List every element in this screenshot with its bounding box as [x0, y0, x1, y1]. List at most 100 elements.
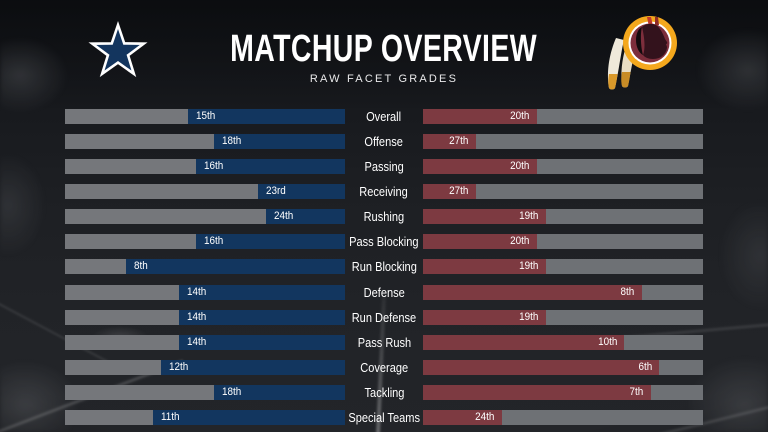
rank-label: 19th: [519, 260, 539, 273]
rank-label: 18th: [221, 385, 242, 398]
rank-label: 11th: [160, 410, 180, 423]
rank-bar: 14th: [178, 309, 345, 325]
grade-row: 18th Tackling 7th: [65, 384, 703, 400]
category-label: Coverage: [360, 359, 408, 375]
dallas-cowboys-rank-track: 12th: [65, 359, 345, 375]
rank-label: 12th: [169, 360, 189, 373]
rank-bar: 24th: [423, 409, 502, 425]
rank-bar: 16th: [196, 234, 345, 250]
rank-label: 20th: [510, 110, 530, 122]
grade-row: 24th Rushing 19th: [65, 209, 703, 225]
page-title: MATCHUP OVERVIEW: [230, 28, 538, 70]
dallas-cowboys-rank-track: 18th: [65, 384, 345, 400]
cowboys-star-logo: [88, 20, 148, 78]
rank-bar: 19th: [423, 209, 546, 225]
dallas-cowboys-rank-track: 14th: [65, 309, 345, 325]
category-label: Defense: [363, 284, 405, 300]
washington-redskins-rank-track: 7th: [423, 384, 703, 400]
rank-label: 14th: [186, 285, 207, 298]
rank-bar: 20th: [423, 234, 537, 250]
grade-row: 12th Coverage 6th: [65, 359, 703, 375]
category-label: Pass Rush: [357, 334, 411, 350]
page-subtitle: RAW FACET GRADES: [309, 73, 459, 85]
rank-bar: 27th: [423, 134, 476, 150]
grade-row: 16th Pass Blocking 20th: [65, 234, 703, 250]
rank-bar: 12th: [161, 359, 345, 375]
rank-bar: 8th: [126, 259, 345, 275]
rank-bar: 27th: [423, 184, 476, 200]
rank-bar: 7th: [423, 384, 651, 400]
rank-label: 14th: [186, 335, 207, 348]
grade-row: 11th Special Teams 24th: [65, 409, 703, 425]
rank-label: 6th: [638, 360, 653, 373]
rank-bar: 20th: [423, 159, 537, 175]
rank-label: 8th: [134, 260, 149, 273]
rank-label: 14th: [186, 310, 207, 323]
rank-bar: 24th: [266, 209, 345, 225]
rank-bar: 16th: [196, 159, 345, 175]
rank-bar: 10th: [423, 334, 625, 350]
rank-label: 27th: [449, 135, 469, 148]
dallas-cowboys-rank-track: 15th: [65, 109, 345, 124]
washington-redskins-rank-track: 20th: [423, 109, 703, 124]
rank-bar: 18th: [213, 134, 345, 150]
category-label: Run Defense: [351, 309, 417, 325]
washington-redskins-rank-track: 19th: [423, 259, 703, 275]
washington-redskins-rank-track: 19th: [423, 209, 703, 225]
category-label: Rushing: [363, 209, 405, 225]
washington-redskins-rank-track: 19th: [423, 309, 703, 325]
category-label: Overall: [366, 109, 402, 124]
rank-label: 15th: [195, 110, 215, 122]
grade-row: 15th Overall 20th: [65, 109, 703, 124]
grade-row: 23rd Receiving 27th: [65, 184, 703, 200]
rank-label: 27th: [449, 185, 469, 198]
rank-label: 10th: [597, 335, 618, 348]
dallas-cowboys-rank-track: 24th: [65, 209, 345, 225]
category-label: Special Teams: [348, 409, 420, 425]
category-label: Offense: [364, 134, 404, 150]
rank-label: 24th: [475, 410, 495, 423]
rank-label: 20th: [510, 160, 530, 173]
dallas-cowboys-rank-track: 8th: [65, 259, 345, 275]
category-label: Run Blocking: [351, 259, 417, 275]
grade-row: 14th Defense 8th: [65, 284, 703, 300]
dallas-cowboys-rank-track: 14th: [65, 284, 345, 300]
washington-redskins-rank-track: 20th: [423, 234, 703, 250]
header: MATCHUP OVERVIEW RAW FACET GRADES: [0, 0, 768, 100]
category-label: Receiving: [359, 184, 409, 200]
category-label: Passing: [364, 159, 404, 175]
dallas-cowboys-rank-track: 14th: [65, 334, 345, 350]
rank-label: 20th: [510, 235, 530, 248]
grade-row: 16th Passing 20th: [65, 159, 703, 175]
dallas-cowboys-rank-track: 16th: [65, 234, 345, 250]
rank-label: 16th: [204, 235, 224, 248]
dallas-cowboys-rank-track: 18th: [65, 134, 345, 150]
rank-label: 16th: [204, 160, 224, 173]
washington-redskins-rank-track: 6th: [423, 359, 703, 375]
rank-label: 19th: [519, 210, 539, 223]
redskins-logo: [607, 16, 677, 90]
dallas-cowboys-rank-track: 23rd: [65, 184, 345, 200]
rank-bar: 6th: [423, 359, 660, 375]
rank-bar: 14th: [178, 334, 345, 350]
rank-bar: 19th: [423, 259, 546, 275]
category-label: Pass Blocking: [349, 234, 419, 250]
washington-redskins-rank-track: 20th: [423, 159, 703, 175]
dallas-cowboys-rank-track: 16th: [65, 159, 345, 175]
grade-row: 14th Run Defense 19th: [65, 309, 703, 325]
grade-row: 8th Run Blocking 19th: [65, 259, 703, 275]
grade-row: 14th Pass Rush 10th: [65, 334, 703, 350]
category-label: Tackling: [364, 384, 404, 400]
rank-label: 24th: [274, 210, 294, 223]
rank-label: 8th: [620, 285, 635, 298]
rank-label: 19th: [519, 310, 539, 323]
dallas-cowboys-rank-track: 11th: [65, 409, 345, 425]
rank-bar: 8th: [423, 284, 642, 300]
rank-bar: 11th: [152, 409, 345, 425]
rank-label: 7th: [629, 385, 644, 398]
washington-redskins-rank-track: 27th: [423, 184, 703, 200]
rank-bar: 14th: [178, 284, 345, 300]
washington-redskins-rank-track: 10th: [423, 334, 703, 350]
washington-redskins-rank-track: 24th: [423, 409, 703, 425]
